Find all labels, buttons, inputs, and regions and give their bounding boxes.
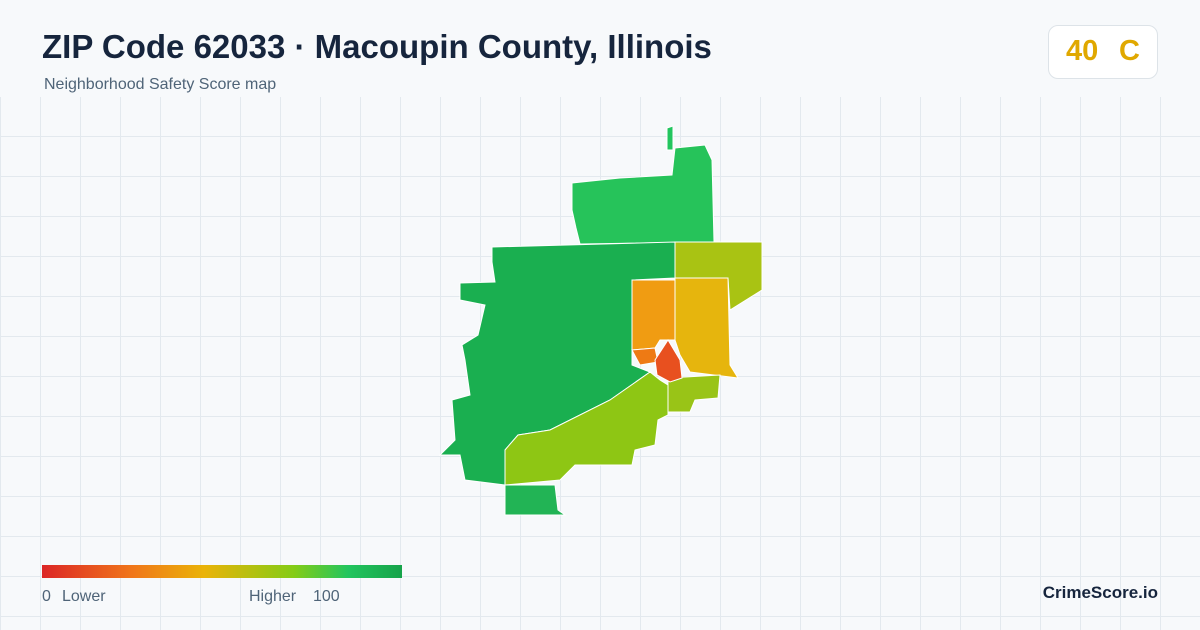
brand: CrimeScore.io [1042, 583, 1158, 602]
subtitle: Neighborhood Safety Score map [44, 76, 277, 93]
region [674, 277, 739, 379]
region [438, 241, 676, 486]
region [667, 374, 721, 413]
region [571, 144, 715, 245]
region [504, 484, 567, 516]
score-badge: 40 C [1048, 25, 1158, 79]
region [666, 125, 674, 151]
legend-min: 0 [42, 588, 51, 605]
legend-gradient [42, 565, 402, 578]
legend-max-label: Higher [249, 588, 297, 605]
region [631, 347, 659, 366]
region [654, 339, 683, 383]
grade: C [1119, 35, 1140, 67]
score: 40 [1066, 35, 1099, 67]
legend-min-label: Lower [62, 588, 106, 605]
title: ZIP Code 62033 · Macoupin County, Illino… [42, 28, 712, 65]
header [0, 0, 1200, 97]
region [631, 279, 676, 351]
region [504, 371, 669, 486]
legend-max: 100 [313, 588, 340, 605]
